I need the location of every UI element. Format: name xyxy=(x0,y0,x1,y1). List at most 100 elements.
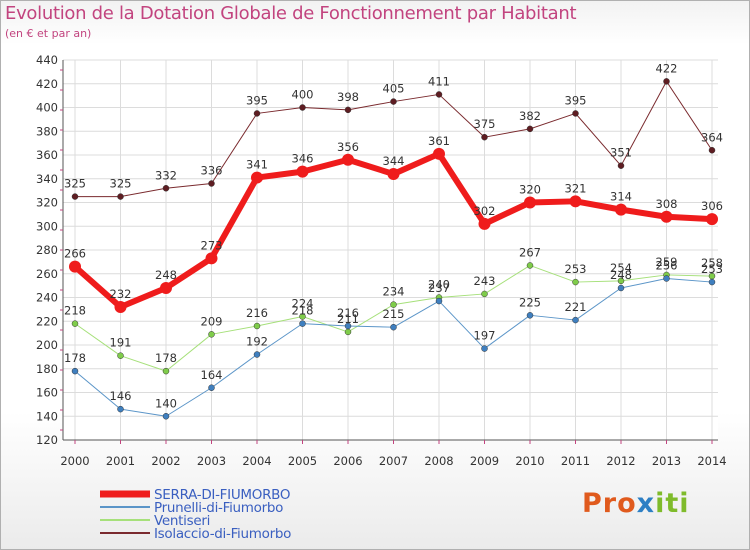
data-label-serra-di-fiumorbo: 314 xyxy=(610,190,632,204)
data-label-serra-di-fiumorbo: 344 xyxy=(383,154,405,168)
data-point-serra-di-fiumorbo xyxy=(660,210,673,223)
data-label-ventiseri: 209 xyxy=(201,314,223,328)
data-point-ventiseri xyxy=(344,328,352,336)
data-label-isolaccio-di-fiumorbo: 325 xyxy=(64,177,86,191)
data-label-serra-di-fiumorbo: 320 xyxy=(519,183,541,197)
data-label-serra-di-fiumorbo: 321 xyxy=(565,181,587,195)
data-point-serra-di-fiumorbo xyxy=(569,195,582,208)
data-point-ventiseri xyxy=(253,322,261,330)
data-point-isolaccio-di-fiumorbo xyxy=(162,185,170,192)
data-label-serra-di-fiumorbo: 356 xyxy=(337,140,359,154)
x-tick-label: 2001 xyxy=(106,454,135,468)
data-point-ventiseri xyxy=(390,301,397,308)
data-label-serra-di-fiumorbo: 248 xyxy=(155,268,177,282)
data-label-prunelli-di-fiumorbo: 197 xyxy=(474,329,496,343)
data-point-ventiseri xyxy=(572,278,579,286)
y-tick-label: 120 xyxy=(36,433,58,447)
data-point-isolaccio-di-fiumorbo xyxy=(253,110,261,117)
data-point-ventiseri xyxy=(481,290,488,298)
data-point-prunelli-di-fiumorbo xyxy=(572,316,579,324)
data-label-isolaccio-di-fiumorbo: 325 xyxy=(110,177,132,191)
y-tick-label: 400 xyxy=(36,101,58,115)
data-label-prunelli-di-fiumorbo: 140 xyxy=(155,396,177,410)
data-label-isolaccio-di-fiumorbo: 351 xyxy=(610,146,632,160)
y-tick-label: 180 xyxy=(36,362,58,376)
data-point-serra-di-fiumorbo xyxy=(433,147,445,160)
data-point-serra-di-fiumorbo xyxy=(296,165,309,178)
data-label-isolaccio-di-fiumorbo: 395 xyxy=(565,93,587,107)
x-tick-label: 2003 xyxy=(197,454,226,468)
data-label-isolaccio-di-fiumorbo: 332 xyxy=(155,168,177,182)
data-label-prunelli-di-fiumorbo: 215 xyxy=(383,307,405,321)
y-tick-label: 140 xyxy=(36,409,58,423)
data-point-isolaccio-di-fiumorbo xyxy=(208,180,215,187)
data-point-prunelli-di-fiumorbo xyxy=(208,384,215,391)
data-point-ventiseri xyxy=(162,367,170,375)
y-tick-label: 320 xyxy=(36,196,58,210)
data-label-ventiseri: 178 xyxy=(155,351,177,365)
data-point-ventiseri xyxy=(208,331,215,338)
data-label-prunelli-di-fiumorbo: 253 xyxy=(701,262,723,276)
data-label-prunelli-di-fiumorbo: 192 xyxy=(246,335,268,349)
x-tick-label: 2012 xyxy=(606,454,635,468)
data-point-serra-di-fiumorbo xyxy=(387,168,400,180)
data-label-isolaccio-di-fiumorbo: 405 xyxy=(383,82,405,96)
data-label-prunelli-di-fiumorbo: 225 xyxy=(519,295,541,309)
data-point-serra-di-fiumorbo xyxy=(160,282,172,294)
data-point-isolaccio-di-fiumorbo xyxy=(435,91,443,98)
data-label-ventiseri: 253 xyxy=(565,262,587,276)
data-label-prunelli-di-fiumorbo: 178 xyxy=(64,351,86,365)
x-tick-label: 2009 xyxy=(470,454,499,468)
data-point-isolaccio-di-fiumorbo xyxy=(390,98,397,105)
y-tick-label: 440 xyxy=(36,53,58,67)
data-label-serra-di-fiumorbo: 232 xyxy=(110,287,132,301)
data-label-prunelli-di-fiumorbo: 218 xyxy=(292,304,314,318)
data-point-ventiseri xyxy=(617,277,625,285)
data-label-serra-di-fiumorbo: 266 xyxy=(64,247,86,261)
data-point-prunelli-di-fiumorbo xyxy=(344,322,352,330)
legend-label: Prunelli-di-Fiumorbo xyxy=(154,500,283,516)
data-point-isolaccio-di-fiumorbo xyxy=(71,193,79,200)
y-tick-label: 260 xyxy=(36,267,58,281)
data-label-ventiseri: 259 xyxy=(656,255,678,269)
data-label-isolaccio-di-fiumorbo: 398 xyxy=(337,90,359,104)
x-tick-label: 2014 xyxy=(697,454,726,468)
data-label-ventiseri: 224 xyxy=(292,297,314,311)
y-tick-label: 380 xyxy=(36,124,58,138)
data-point-prunelli-di-fiumorbo xyxy=(299,320,306,327)
data-label-isolaccio-di-fiumorbo: 422 xyxy=(656,61,678,75)
data-point-serra-di-fiumorbo xyxy=(251,171,263,184)
data-label-serra-di-fiumorbo: 273 xyxy=(201,238,223,252)
data-point-ventiseri xyxy=(117,352,124,359)
data-point-isolaccio-di-fiumorbo xyxy=(663,78,670,85)
x-tick-label: 2002 xyxy=(151,454,180,468)
data-label-ventiseri: 254 xyxy=(610,261,632,275)
data-label-isolaccio-di-fiumorbo: 400 xyxy=(292,88,314,102)
data-point-isolaccio-di-fiumorbo xyxy=(617,162,625,169)
x-tick-label: 2011 xyxy=(561,454,590,468)
data-point-serra-di-fiumorbo xyxy=(205,252,218,265)
data-label-ventiseri: 234 xyxy=(383,285,405,299)
data-point-isolaccio-di-fiumorbo xyxy=(481,133,488,141)
x-tick-label: 2007 xyxy=(379,454,408,468)
data-point-serra-di-fiumorbo xyxy=(706,213,718,226)
data-label-ventiseri: 267 xyxy=(519,245,541,259)
data-point-prunelli-di-fiumorbo xyxy=(481,345,488,352)
data-point-serra-di-fiumorbo xyxy=(615,203,627,216)
y-tick-label: 220 xyxy=(36,314,58,328)
data-label-serra-di-fiumorbo: 308 xyxy=(656,197,678,211)
data-point-serra-di-fiumorbo xyxy=(524,196,536,209)
data-point-serra-di-fiumorbo xyxy=(342,153,354,166)
data-label-prunelli-di-fiumorbo: 237 xyxy=(428,281,450,295)
x-tick-label: 2013 xyxy=(652,454,681,468)
data-label-prunelli-di-fiumorbo: 221 xyxy=(565,300,587,314)
data-label-ventiseri: 211 xyxy=(337,312,359,326)
data-point-serra-di-fiumorbo xyxy=(114,301,127,313)
data-label-ventiseri: 218 xyxy=(64,304,86,318)
x-tick-label: 2008 xyxy=(424,454,453,468)
data-point-serra-di-fiumorbo xyxy=(478,217,491,230)
data-label-prunelli-di-fiumorbo: 164 xyxy=(201,368,223,382)
data-label-prunelli-di-fiumorbo: 216 xyxy=(337,306,359,320)
chart-subtitle: (en € et par an) xyxy=(5,27,92,40)
